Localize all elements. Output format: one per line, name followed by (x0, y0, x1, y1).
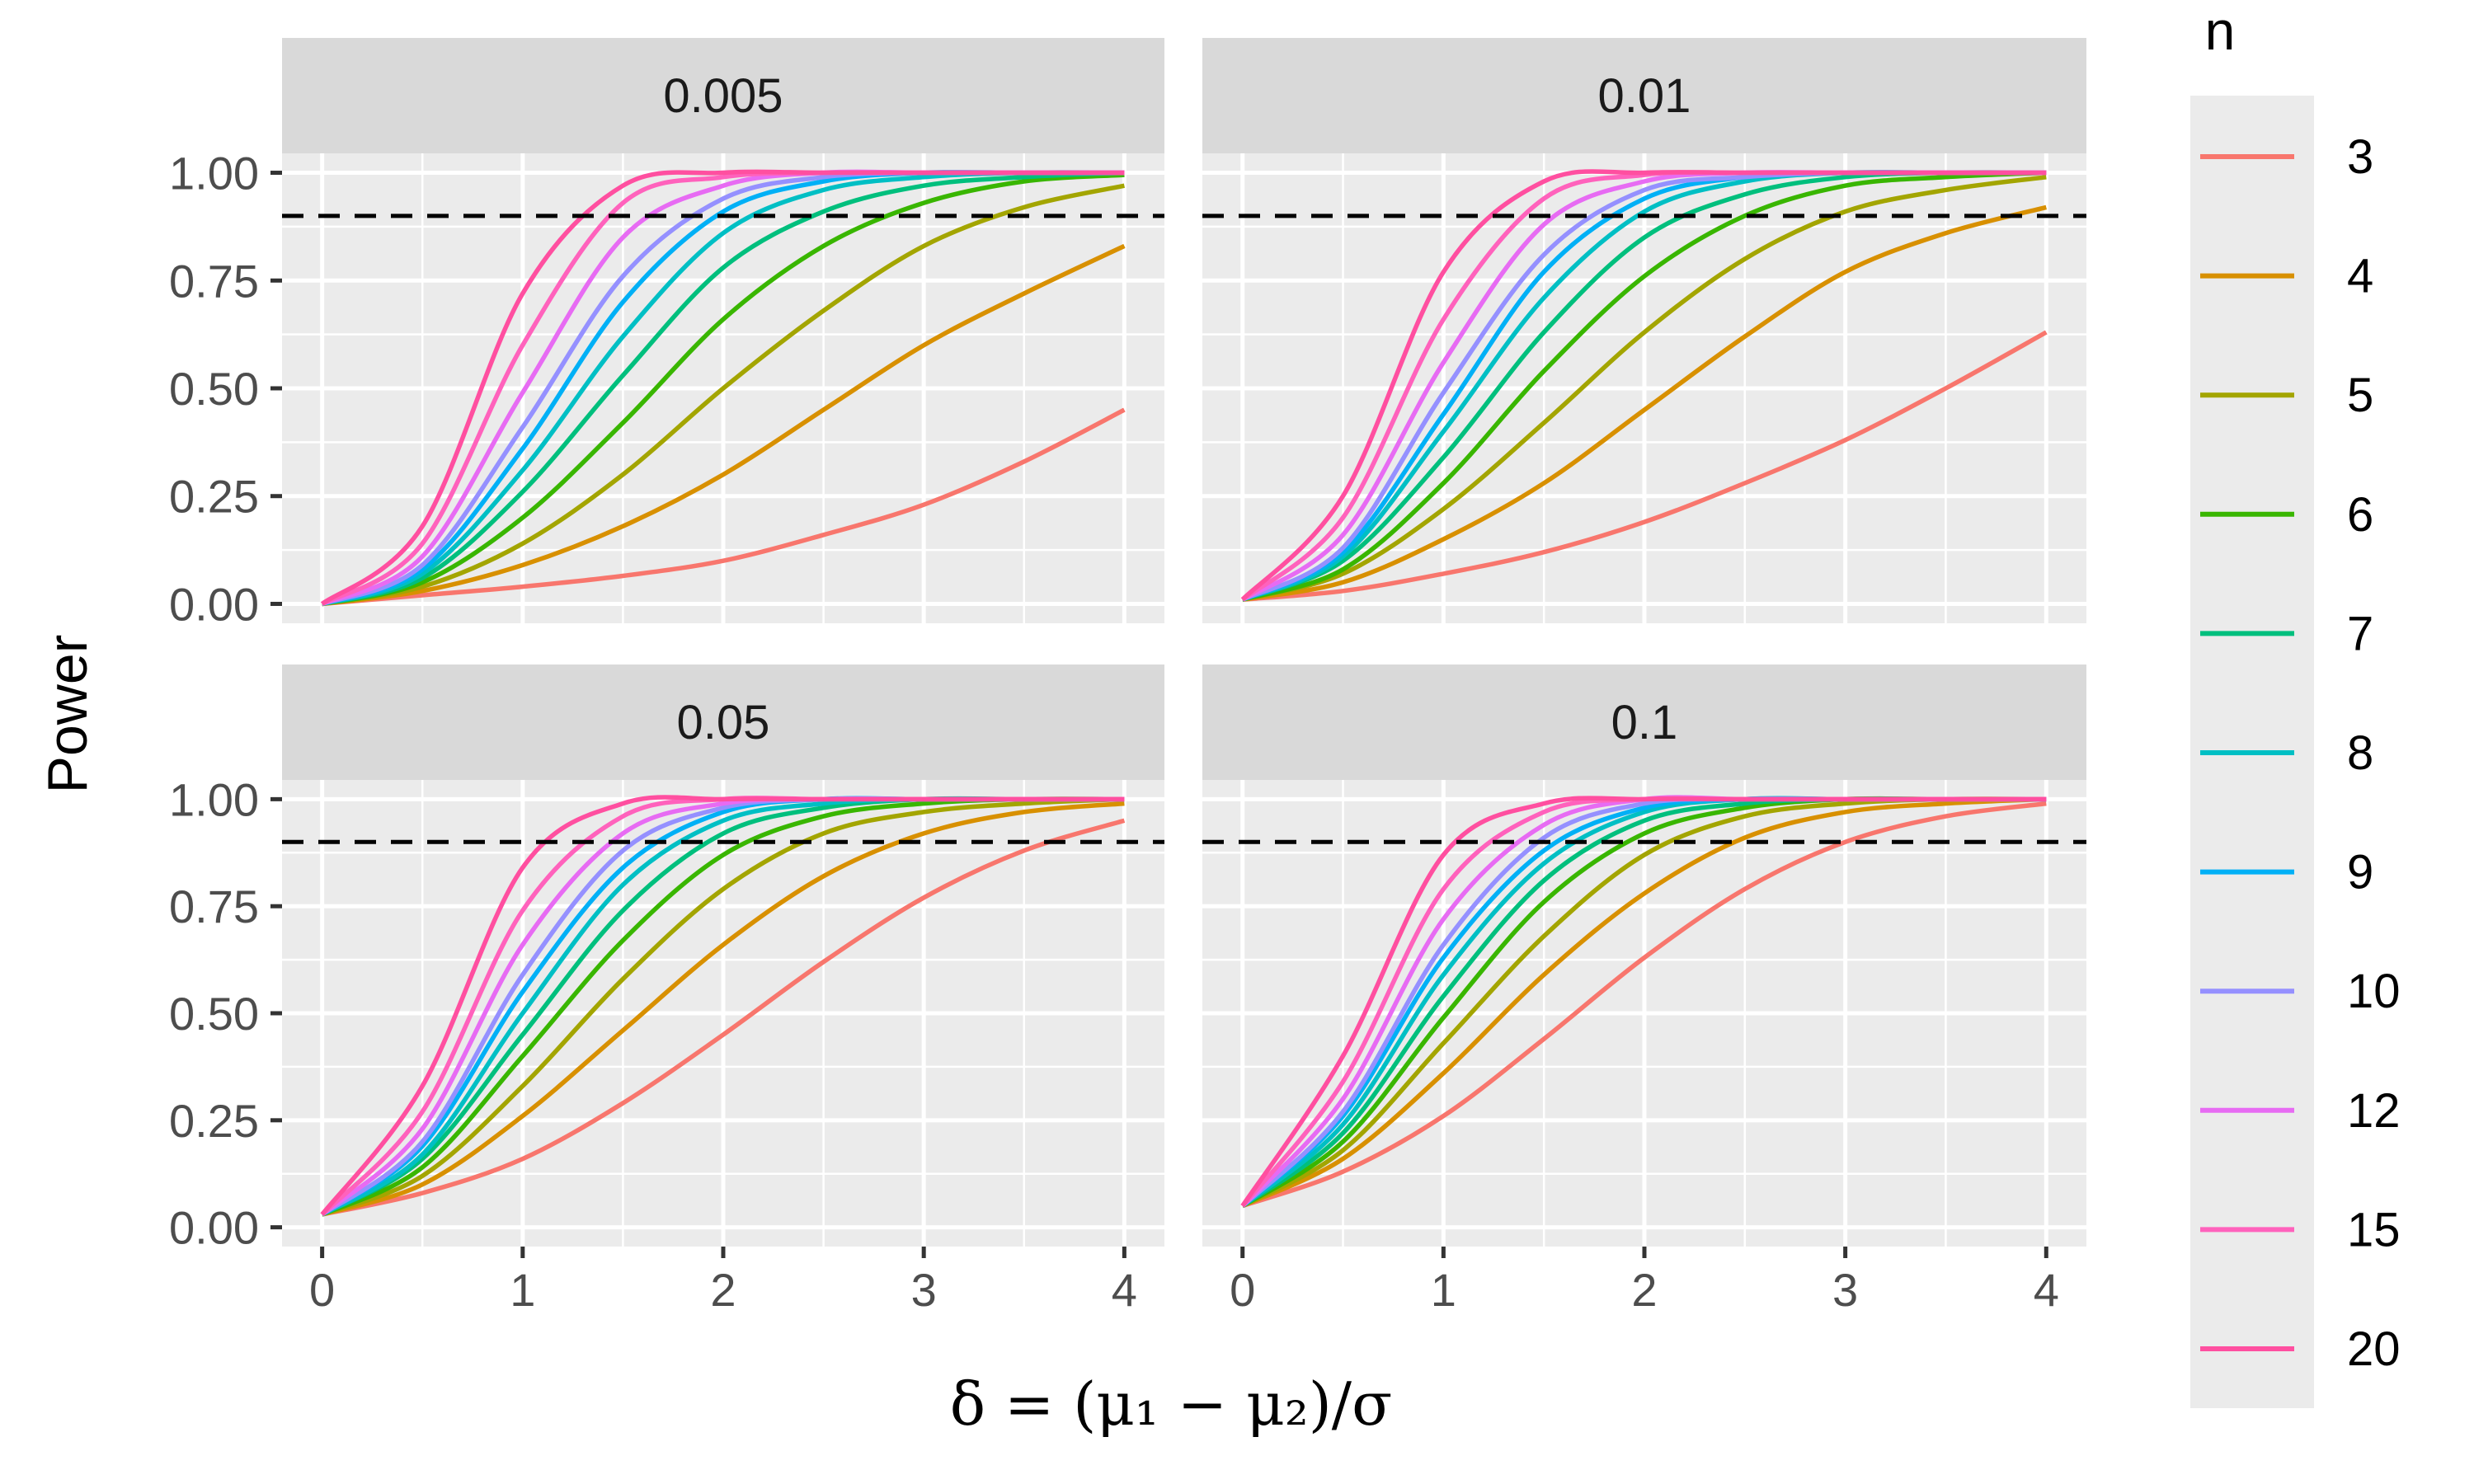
facet-panel-0.005: 0.005 0.00 0.25 0.50 0.75 1.00 (169, 38, 1164, 630)
x-tick-label: 4 (1112, 1264, 1137, 1316)
series-line-n20 (1240, 169, 2047, 602)
legend-title: n (2205, 0, 2236, 61)
series-line-n4 (1241, 796, 2047, 1209)
facet-strip (282, 665, 1164, 780)
y-tick-label: 0.75 (169, 255, 259, 307)
x-tick-label: 3 (911, 1264, 937, 1316)
legend-label-n8: 8 (2347, 726, 2373, 780)
y-tick-label: 0.50 (169, 988, 259, 1040)
x-tick-label: 1 (510, 1264, 535, 1316)
facet-panel-0.1: 0.1 0 1 2 3 4 (1202, 665, 2086, 1316)
legend-label-n20: 20 (2347, 1322, 2401, 1376)
series-line-n20 (320, 795, 1125, 1216)
facet-strip-label: 0.01 (1598, 69, 1691, 123)
series-line-n20 (320, 169, 1125, 606)
x-axis-title: δ = (μ₁ − μ₂)/σ (950, 1369, 1392, 1439)
legend-label-n6: 6 (2347, 488, 2373, 542)
series-line-n20 (1240, 796, 2047, 1208)
legend-label-n7: 7 (2347, 607, 2373, 660)
facet-strip (282, 38, 1164, 153)
y-tick-label: 0.00 (169, 1202, 259, 1254)
facet-strip-label: 0.05 (677, 696, 770, 749)
legend-label-n4: 4 (2347, 250, 2373, 303)
legend: 3 4 5 6 7 8 9 10 12 15 20 (2190, 96, 2401, 1408)
series-line-n6 (1241, 170, 2047, 602)
y-tick-label: 0.25 (169, 1095, 259, 1147)
y-tick-label: 0.50 (169, 363, 259, 415)
series-line-n5 (321, 796, 1125, 1217)
y-tick-label: 0.25 (169, 471, 259, 523)
series-line-n3 (322, 407, 1126, 607)
series-line-n5 (322, 183, 1125, 607)
series-line-n6 (322, 172, 1125, 607)
facet-strip (1202, 665, 2086, 780)
series-line-n4 (1242, 204, 2047, 602)
series-line-n3 (322, 818, 1126, 1217)
series-line-n4 (322, 243, 1126, 607)
legend-label-n10: 10 (2347, 965, 2401, 1018)
series-line-n5 (1242, 175, 2047, 602)
x-tick-label: 0 (309, 1264, 335, 1316)
facet-panel-0.05: 0.05 0.00 0.25 0.50 0.75 1.00 0 1 2 3 4 (169, 665, 1164, 1316)
x-tick-label: 0 (1230, 1264, 1255, 1316)
legend-label-n3: 3 (2347, 130, 2373, 184)
facet-panels: 0.005 0.00 0.25 0.50 0.75 1.00 0.01 0.05 0.00 0.2… (169, 38, 2086, 1316)
x-tick-label: 2 (710, 1264, 736, 1316)
series-line-n7 (321, 170, 1125, 607)
y-tick-label: 1.00 (169, 148, 259, 200)
x-tick-label: 4 (2034, 1264, 2059, 1316)
series-line-n3 (1241, 801, 2047, 1209)
y-tick-label: 0.75 (169, 881, 259, 932)
facet-panel-0.01: 0.01 (1202, 38, 2086, 623)
x-tick-label: 1 (1431, 1264, 1456, 1316)
x-tick-label: 2 (1631, 1264, 1657, 1316)
y-tick-label: 1.00 (169, 773, 259, 825)
legend-label-n9: 9 (2347, 846, 2373, 899)
legend-label-n12: 12 (2347, 1084, 2401, 1138)
facet-strip-label: 0.005 (663, 69, 783, 123)
legend-label-n5: 5 (2347, 369, 2373, 422)
y-axis-title: Power (36, 635, 99, 794)
y-tick-label: 0.00 (169, 578, 259, 630)
series-line-n3 (1242, 330, 2048, 602)
x-tick-label: 3 (1832, 1264, 1858, 1316)
facet-strip-label: 0.1 (1611, 696, 1678, 749)
series-line-n4 (321, 801, 1125, 1217)
facet-strip (1202, 38, 2086, 153)
legend-label-n15: 15 (2347, 1203, 2401, 1256)
